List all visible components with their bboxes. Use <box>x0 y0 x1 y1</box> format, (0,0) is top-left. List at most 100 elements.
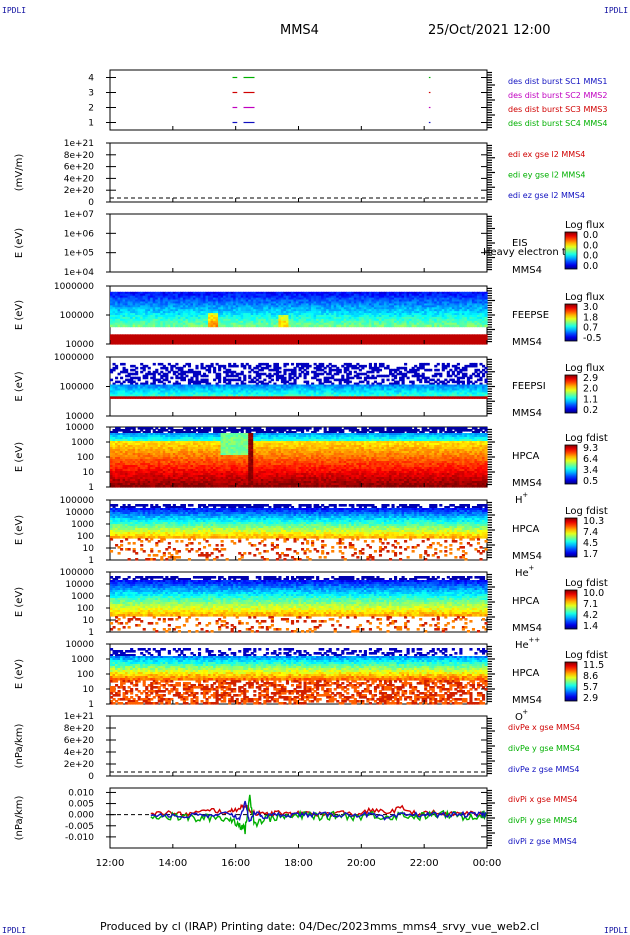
y-tick-label: 1e+21 <box>64 139 94 149</box>
y-tick-label: 0 <box>88 772 94 782</box>
panel-10: 1e+21 8e+20 6e+20 4e+20 2e+20 0 (nPa/km) divPe … <box>14 712 580 782</box>
legend-entry: edi ez gse l2 MMS4 <box>508 191 585 200</box>
y-tick-label: 0 <box>88 198 94 208</box>
spectrogram-cell <box>271 379 274 382</box>
y-tick-label: 1000000 <box>54 282 94 292</box>
colorbar-scale <box>565 232 577 269</box>
spacecraft-name: MMS4 <box>512 337 542 348</box>
legend-entry: des dist burst SC3 MMS3 <box>508 105 607 114</box>
y-axis-label: E (eV) <box>14 300 25 330</box>
panel-1: 1 2 3 4 des dist burst SC1 MMS1 des dist burs… <box>88 70 607 130</box>
legend-entry: edi ey gse l2 MMS4 <box>508 171 586 180</box>
y-tick-label: 100000 <box>60 383 95 393</box>
spectrogram-cell <box>120 377 123 380</box>
legend-entry: des dist burst SC2 MMS2 <box>508 91 607 100</box>
y-tick-label: 8e+20 <box>64 151 95 161</box>
legend-entry: divPe x gse MMS4 <box>508 723 580 732</box>
spectrogram-cell <box>309 365 312 368</box>
legend-entry: des dist burst SC1 MMS1 <box>508 77 607 86</box>
spectrogram-cell <box>145 377 148 380</box>
spectrogram-cell <box>306 373 309 376</box>
spectrogram-cell <box>299 375 302 378</box>
spectrogram-cell <box>123 363 126 366</box>
spectrogram-cell <box>349 373 352 376</box>
y-axis-label: (mV/m) <box>14 154 25 192</box>
y-axis-label: (nPa/km) <box>14 724 25 769</box>
y-tick-label: 100000 <box>60 311 95 321</box>
spectrogram-cell <box>143 369 146 372</box>
spectrogram-cell <box>339 371 342 374</box>
spectrogram-cell <box>195 367 198 370</box>
spectrogram-cell <box>349 381 352 384</box>
y-tick-label: 1e+06 <box>64 229 95 239</box>
spectrogram-cell <box>208 371 211 374</box>
spectrogram-cell <box>185 375 188 378</box>
y-tick-label: 2e+20 <box>64 186 95 196</box>
instrument-name: FEEPSE <box>512 310 549 321</box>
y-tick-label: 10000 <box>65 340 94 350</box>
y-tick-label: 8e+20 <box>64 724 95 734</box>
spectrogram-cell <box>278 367 281 370</box>
spectrogram-cell <box>115 367 118 370</box>
colorbar-tick-label: -0.5 <box>583 333 602 344</box>
y-tick-label: 10000 <box>65 412 94 422</box>
panel-frame <box>110 143 487 202</box>
spectrogram-cell <box>218 369 221 372</box>
panel-frame <box>110 716 487 776</box>
spectrogram-cell <box>484 325 487 328</box>
panel-4: 1000000 100000 10000 E (eV) FEEPSE MMS4 Log fl… <box>14 282 605 350</box>
y-tick-label: 1e+04 <box>64 268 95 278</box>
legend-entry: des dist burst SC4 MMS4 <box>508 119 607 128</box>
panel-frame <box>110 214 487 272</box>
spectrogram-cell <box>170 377 173 380</box>
spectrogram-cell <box>359 377 362 380</box>
spectrogram-cell <box>364 365 367 368</box>
instrument-labels: FEEPSE MMS4 <box>512 310 549 348</box>
y-tick-label: 1 <box>88 119 94 129</box>
spectrogram-cell <box>135 373 138 376</box>
spacecraft-name: MMS4 <box>512 265 542 276</box>
spectrogram-cell <box>153 363 156 366</box>
spectrogram-cell <box>283 373 286 376</box>
spectrogram-cell <box>258 377 261 380</box>
y-tick-label: 3 <box>88 89 94 99</box>
y-tick-label: 4e+20 <box>64 748 95 758</box>
spectrogram-cell <box>175 363 178 366</box>
spectrogram-cell <box>183 379 186 382</box>
spectrogram-cell <box>263 379 266 382</box>
spectrogram-cell <box>268 365 271 368</box>
y-tick-label: 1e+05 <box>64 249 94 259</box>
product-label: Heavy electron to <box>483 247 572 258</box>
y-axis-label: E (eV) <box>14 371 25 401</box>
spectrogram-cell <box>188 365 191 368</box>
spectrogram-cell <box>236 365 239 368</box>
y-tick-label: 1e+07 <box>64 210 94 220</box>
spectrogram-cell <box>110 379 113 382</box>
y-axis-label: E (eV) <box>14 228 25 258</box>
spectrogram-cell <box>286 363 289 366</box>
y-tick-label: 1e+21 <box>64 712 94 722</box>
spectrogram-cell <box>138 379 141 382</box>
spectrogram-cell <box>115 377 118 380</box>
colorbar-scale <box>565 304 577 341</box>
y-tick-label: 2 <box>88 104 94 114</box>
spectrogram-cell <box>135 367 138 370</box>
legend-entry: divPe y gse MMS4 <box>508 744 580 753</box>
y-tick-label: 4 <box>88 74 94 84</box>
legend-entry: edi ex gse l2 MMS4 <box>508 150 585 159</box>
spectrogram <box>110 363 488 399</box>
spectrogram <box>110 292 488 345</box>
spectrogram-cell <box>304 377 307 380</box>
y-tick-label: 4e+20 <box>64 174 95 184</box>
spectrogram-cell <box>243 379 246 382</box>
y-tick-label: 6e+20 <box>64 163 95 173</box>
spectrogram-cell <box>243 367 246 370</box>
y-tick-label: 6e+20 <box>64 736 95 746</box>
y-tick-label: 2e+20 <box>64 760 95 770</box>
